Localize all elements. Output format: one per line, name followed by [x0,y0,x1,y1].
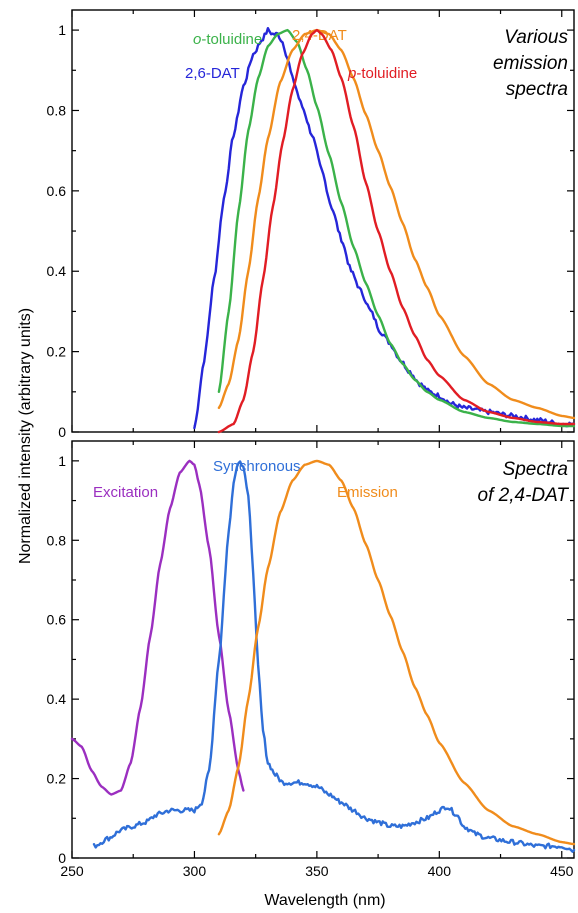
panel-title-line: Spectra [503,459,568,480]
top-panel-various-emission-spectra: 0 0.2 0.4 0.6 0.8 1 2,6-DAT o-toluidine 2,4-DAT p… [47,9,576,440]
y-tick-label: 0.6 [47,612,67,628]
x-tick-label: 450 [550,863,574,879]
y-tick-label: 0.8 [47,532,67,548]
plot-frame [71,440,575,859]
panel-title-line: spectra [506,79,568,100]
y-tick-label: 0.6 [47,183,67,199]
y-tick-label: 0.8 [47,102,67,118]
series-label-emission: Emission [337,484,398,501]
x-axis-label: Wavelength (nm) [264,892,385,909]
panel-title-line: emission [493,53,568,74]
series-label-2-6-dat: 2,6-DAT [185,65,240,82]
series-line-o-toluidine [217,28,576,428]
y-tick-label: 0 [58,850,66,866]
series-label-2-4-dat: 2,4-DAT [292,27,347,44]
x-tick-label: 400 [428,863,452,879]
series-line-p-toluidine [217,28,576,434]
series-label-p-toluidine: p-toluidine [347,65,417,82]
series-label-synchronous: Synchronous [213,458,301,475]
x-tick-label: 300 [183,863,207,879]
series-line-2-4-dat [217,28,576,420]
y-tick-label: 1 [58,453,66,469]
series-line-excitation [70,459,245,796]
y-tick-label: 0.4 [47,263,67,279]
y-axis-label: Normalized intensity (arbitrary units) [17,308,34,564]
series-line-synchronous [92,460,576,853]
y-tick-label: 0 [58,424,66,440]
x-tick-label: 250 [60,863,84,879]
x-tick-label: 350 [305,863,329,879]
y-tick-label: 0.2 [47,344,67,360]
series-line-emission [217,459,576,846]
series-label-excitation: Excitation [93,484,158,501]
y-tick-label: 1 [58,22,66,38]
series-label-o-toluidine: o-toluidine [193,31,262,48]
bottom-panel-spectra-of-2-4-dat: 0 0.2 0.4 0.6 0.8 1 250 300 350 400 450 Excitation S… [47,440,576,879]
plot-frame [71,9,575,433]
y-tick-label: 0.2 [47,771,67,787]
y-tick-label: 0.4 [47,691,67,707]
panel-title-line: of 2,4-DAT [478,485,570,506]
panel-title-line: Various [504,27,568,48]
